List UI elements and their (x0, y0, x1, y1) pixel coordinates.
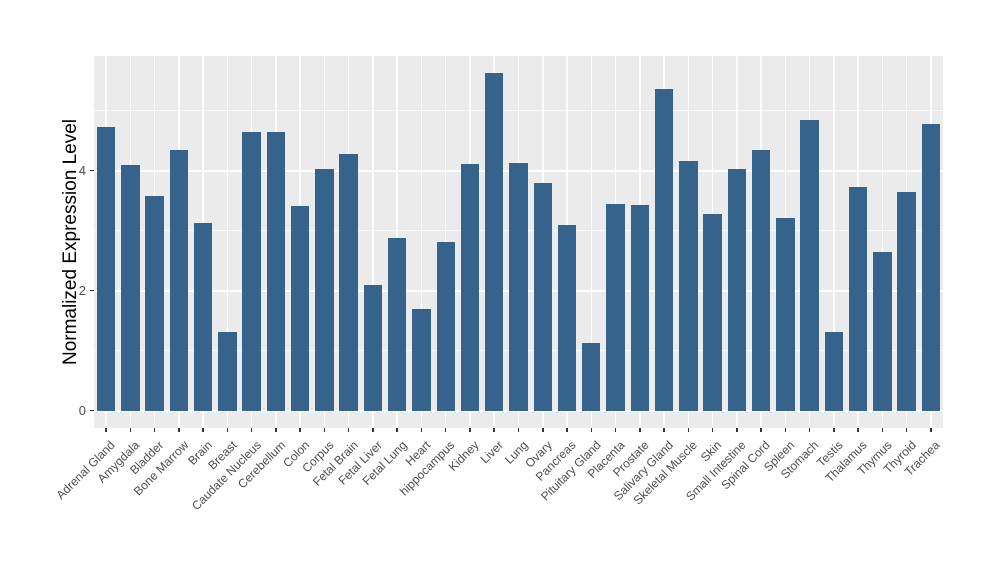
x-tick-mark (129, 428, 132, 432)
x-tick-mark (517, 428, 520, 432)
bar (921, 123, 941, 411)
x-tick-mark (833, 428, 835, 432)
bar (630, 205, 649, 411)
x-tick-mark (202, 428, 204, 432)
x-tick-label: Liver (477, 438, 507, 467)
bar (824, 332, 844, 411)
x-tick-mark (930, 428, 932, 432)
x-tick-mark (639, 428, 641, 432)
bar (485, 73, 504, 411)
bar (776, 218, 795, 411)
bar (145, 196, 164, 411)
y-tick-label: 2 (78, 283, 86, 299)
bar (606, 204, 625, 411)
y-axis-title: Normalized Expression Level (60, 118, 81, 366)
x-tick-mark (566, 428, 568, 432)
bar (290, 206, 310, 411)
x-tick-mark (857, 428, 859, 432)
x-tick-mark (590, 428, 593, 432)
bar (193, 223, 213, 411)
x-tick-mark (105, 428, 107, 432)
bar (436, 242, 455, 411)
bar (460, 164, 480, 411)
x-tick-mark (687, 428, 690, 432)
x-gridline (226, 56, 229, 428)
bar (266, 131, 286, 411)
bar (387, 237, 407, 411)
y-tick-mark (90, 409, 94, 412)
bar (509, 163, 528, 411)
y-tick-label: 4 (78, 163, 86, 179)
x-tick-mark (663, 428, 665, 432)
x-tick-mark (711, 428, 714, 432)
x-tick-mark (760, 428, 762, 432)
bar (654, 89, 674, 411)
x-tick-mark (808, 428, 811, 432)
bar (897, 191, 916, 411)
bar (121, 164, 140, 411)
bar (582, 343, 601, 411)
x-tick-mark (905, 428, 908, 432)
x-tick-mark (493, 428, 495, 432)
bar (412, 308, 431, 411)
x-tick-mark (347, 428, 350, 432)
bar (557, 224, 577, 411)
bar (169, 149, 189, 411)
x-tick-mark (784, 428, 787, 432)
x-gridline (420, 56, 423, 428)
x-tick-mark (420, 428, 423, 432)
bar (848, 186, 868, 411)
x-tick-mark (542, 428, 544, 432)
bar (800, 120, 819, 411)
y-tick-mark (90, 169, 94, 172)
x-tick-mark (178, 428, 180, 432)
bar (218, 332, 237, 411)
x-tick-mark (153, 428, 156, 432)
x-tick-mark (444, 428, 447, 432)
x-tick-mark (275, 428, 277, 432)
x-tick-mark (226, 428, 229, 432)
x-tick-mark (250, 428, 253, 432)
plot-panel (94, 56, 943, 428)
x-tick-mark (881, 428, 884, 432)
x-tick-mark (323, 428, 326, 432)
y-tick-mark (90, 289, 94, 292)
bar (363, 285, 383, 411)
x-gridline (590, 56, 593, 428)
bar (873, 251, 892, 411)
x-tick-mark (469, 428, 471, 432)
bar (703, 214, 722, 411)
bar (679, 161, 698, 411)
x-tick-mark (614, 428, 617, 432)
bar (751, 150, 771, 411)
x-tick-mark (372, 428, 374, 432)
bar (339, 154, 358, 411)
x-tick-mark (396, 428, 398, 432)
bar (315, 168, 334, 411)
x-tick-mark (299, 428, 301, 432)
y-tick-label: 0 (78, 403, 86, 419)
bar (242, 132, 261, 411)
bar (727, 169, 747, 411)
x-gridline (881, 56, 884, 428)
x-tick-mark (736, 428, 738, 432)
bar (96, 126, 116, 411)
x-gridline (372, 56, 374, 428)
bar (533, 183, 552, 411)
x-gridline (833, 56, 835, 428)
